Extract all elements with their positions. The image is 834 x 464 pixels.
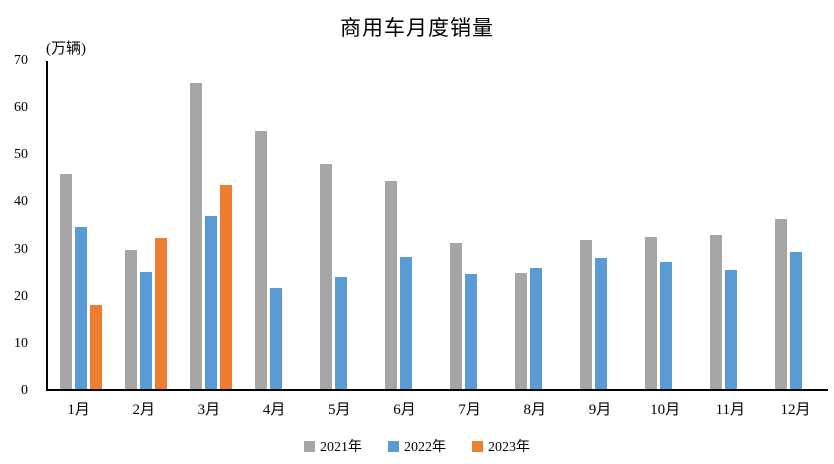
bar-2022年-10月	[659, 261, 672, 389]
bar-2021年-3月	[189, 83, 202, 389]
x-axis-label-6月: 6月	[393, 402, 416, 418]
plot-area	[46, 61, 828, 391]
bar-group-9月	[568, 61, 633, 389]
bar-group-11月	[698, 61, 763, 389]
x-axis-label-12月: 12月	[780, 402, 811, 418]
bar-group-4月	[243, 61, 308, 389]
bar-2022年-1月	[74, 227, 87, 389]
chart-title: 商用车月度销量	[340, 16, 494, 40]
bar-2021年-2月	[124, 250, 137, 389]
bar-2021年-5月	[319, 163, 332, 389]
y-axis-tick-label: 10	[14, 335, 28, 351]
legend-item-2022年: 2022年	[388, 436, 446, 456]
bar-2022年-3月	[204, 215, 217, 389]
bar-2022年-7月	[464, 273, 477, 389]
bar-2021年-10月	[644, 236, 657, 389]
x-axis-label-1月: 1月	[67, 402, 90, 418]
bar-group-3月	[178, 61, 243, 389]
x-axis-label-9月: 9月	[588, 402, 612, 418]
x-axis-label-8月: 8月	[523, 402, 547, 418]
y-axis-tick-label: 30	[14, 241, 28, 257]
x-axis-label-3月: 3月	[197, 402, 221, 418]
bar-2021年-8月	[514, 273, 527, 389]
bar-2022年-4月	[269, 287, 282, 389]
x-axis-label-10月: 10月	[650, 402, 681, 418]
x-axis-label-7月: 7月	[458, 402, 481, 418]
bar-2021年-1月	[59, 174, 72, 389]
x-axis-label-4月: 4月	[262, 402, 286, 418]
bar-2022年-11月	[724, 270, 737, 389]
bar-group-7月	[438, 61, 503, 389]
legend-item-2021年: 2021年	[304, 436, 362, 456]
bar-2022年-9月	[594, 257, 607, 389]
bar-2021年-4月	[254, 131, 267, 389]
y-axis-tick-label: 60	[14, 100, 28, 116]
legend-item-2023年: 2023年	[472, 436, 530, 456]
legend-label: 2022年	[404, 440, 446, 455]
legend-swatch-icon	[472, 440, 483, 452]
bar-2022年-8月	[529, 268, 542, 389]
bar-2023年-1月	[89, 304, 102, 389]
bar-group-12月	[763, 61, 828, 389]
bar-2021年-6月	[384, 180, 397, 389]
y-axis-tick-label: 40	[14, 194, 28, 210]
y-axis-tick-label: 0	[21, 383, 28, 398]
bar-2023年-2月	[154, 237, 167, 389]
bar-group-1月	[48, 61, 113, 389]
legend-swatch-icon	[304, 440, 315, 452]
legend-label: 2023年	[488, 440, 530, 455]
y-axis-tick-label: 70	[14, 53, 28, 68]
x-axis-labels: 1月 2月 3月 4月 5月 6月 7月 8月 9月 10月 11月 12月	[46, 398, 828, 419]
y-axis-tick-label: 50	[14, 147, 28, 163]
bar-2023年-3月	[219, 185, 232, 389]
bar-2021年-7月	[449, 242, 462, 389]
bar-group-5月	[308, 61, 373, 389]
bar-2021年-9月	[579, 240, 592, 389]
y-axis-tick-label: 20	[14, 288, 28, 304]
bar-2022年-6月	[399, 257, 412, 389]
y-axis-unit-label: (万辆)	[46, 41, 86, 57]
bar-group-2月	[113, 61, 178, 389]
bar-group-8月	[503, 61, 568, 389]
legend: 2021年 2022年 2023年	[0, 436, 834, 456]
bar-2021年-12月	[774, 218, 787, 389]
bar-group-10月	[633, 61, 698, 389]
x-axis-label-2月: 2月	[132, 402, 156, 418]
x-axis-label-11月: 11月	[715, 402, 746, 418]
legend-label: 2021年	[320, 440, 362, 455]
bar-2022年-12月	[789, 252, 802, 389]
bar-2022年-2月	[139, 271, 152, 389]
bar-2022年-5月	[334, 276, 347, 389]
legend-swatch-icon	[388, 440, 399, 452]
bar-group-6月	[373, 61, 438, 389]
x-axis-label-5月: 5月	[328, 402, 351, 418]
bar-2021年-11月	[709, 234, 722, 389]
